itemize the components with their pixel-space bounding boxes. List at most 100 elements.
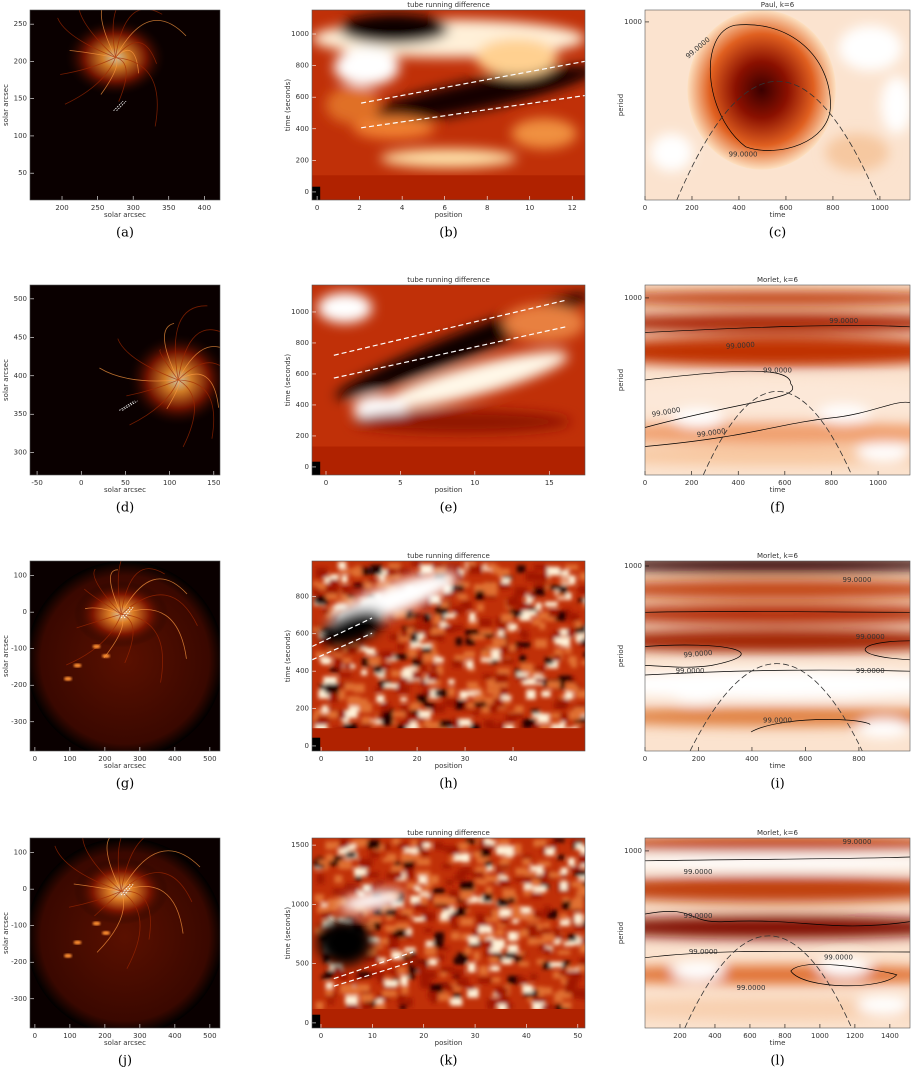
speckle <box>522 719 536 729</box>
speckle <box>448 679 455 685</box>
speckle <box>483 703 497 713</box>
speckle <box>377 993 391 1001</box>
x-axis-label: position <box>435 211 463 219</box>
speckle <box>410 895 425 905</box>
speckle <box>498 879 510 887</box>
contour-label: 99.0000 <box>829 317 858 325</box>
speckle <box>432 888 445 894</box>
speckle <box>486 587 498 596</box>
speckle <box>498 988 509 994</box>
speckle <box>489 948 502 953</box>
speckle <box>508 644 516 652</box>
speckle <box>455 637 463 646</box>
speckle <box>319 683 330 692</box>
speckle <box>338 860 352 870</box>
panel-caption: (c) <box>769 226 786 241</box>
speckle <box>486 678 498 684</box>
speckle <box>579 846 585 854</box>
y-tick-label: -300 <box>11 718 27 726</box>
speckle <box>472 929 480 937</box>
plot-image <box>30 285 220 475</box>
contour-label: 99.0000 <box>856 667 885 675</box>
speckle <box>374 880 386 885</box>
speckle <box>321 861 329 871</box>
speckle <box>414 623 421 628</box>
speckle <box>454 874 466 881</box>
speckle <box>550 721 561 726</box>
speckle <box>479 631 489 638</box>
loop <box>106 838 122 892</box>
speckle <box>525 571 538 582</box>
speckle <box>348 886 358 893</box>
x-tick-label: 10 <box>470 479 479 487</box>
y-tick-label: 1000 <box>624 294 642 302</box>
plot-frame <box>311 560 586 752</box>
speckle <box>378 937 391 945</box>
speckle <box>353 683 365 693</box>
fit-line <box>312 632 373 661</box>
speckle <box>315 1001 324 1011</box>
speckle <box>469 612 476 622</box>
speckle <box>582 603 585 608</box>
y-tick-label: 800 <box>296 339 309 347</box>
x-tick-label: 500 <box>203 1032 216 1040</box>
speckle <box>412 633 424 641</box>
y-tick-label: 800 <box>296 62 309 70</box>
band <box>645 336 910 367</box>
speckle <box>355 840 363 848</box>
speckle <box>367 840 380 849</box>
speckle <box>538 929 551 936</box>
speckle <box>360 721 372 732</box>
speckle <box>387 933 401 943</box>
loop <box>177 362 220 381</box>
speckle <box>450 932 460 940</box>
speckle <box>442 863 452 869</box>
speckle <box>321 975 332 980</box>
x-axis-label: solar arcsec <box>104 211 146 219</box>
loop <box>117 838 122 892</box>
loop <box>117 561 122 615</box>
speckle <box>401 950 411 956</box>
speckle <box>353 583 363 588</box>
speckle <box>523 887 534 896</box>
speckle <box>560 880 568 891</box>
panel: 0 5 10 15 0 200 400 600 800 1000 position time (sec… <box>284 276 586 516</box>
speckle <box>406 853 417 862</box>
speckle <box>395 922 410 931</box>
speckle <box>430 994 437 1004</box>
speckle <box>357 908 364 918</box>
speckle <box>434 621 448 630</box>
speckle <box>478 925 493 933</box>
speckle <box>481 848 491 857</box>
speckle <box>484 918 499 923</box>
speckle <box>429 645 437 653</box>
speckle <box>431 627 446 634</box>
panel: 0 2 4 6 8 10 12 0 200 400 600 800 1000 position time (… <box>284 1 586 241</box>
speckle <box>472 702 487 707</box>
contour-label: 99.0000 <box>696 427 726 439</box>
speckle <box>407 870 414 879</box>
speckle <box>512 917 519 924</box>
speckle <box>418 710 431 718</box>
speckle <box>378 843 391 851</box>
speckle <box>387 614 398 622</box>
contour <box>645 325 910 333</box>
speckle <box>385 915 393 921</box>
speckle <box>421 911 435 922</box>
y-axis-label: solar arcsec <box>2 912 10 954</box>
speckle <box>514 935 522 940</box>
speckle <box>351 567 362 576</box>
y-tick-label: 1000 <box>624 847 642 855</box>
speckle <box>552 631 561 639</box>
speckle <box>406 997 413 1008</box>
panel: 0 200 400 600 800 1000 1000 time period Morlet, k… <box>617 276 911 516</box>
speckle <box>425 940 434 951</box>
speckle <box>466 660 474 669</box>
speckle <box>328 693 339 703</box>
speckle <box>578 641 585 646</box>
x-tick-label: 100 <box>163 479 176 487</box>
speckle <box>443 699 456 707</box>
speckle <box>572 939 585 946</box>
speckle <box>452 659 463 668</box>
